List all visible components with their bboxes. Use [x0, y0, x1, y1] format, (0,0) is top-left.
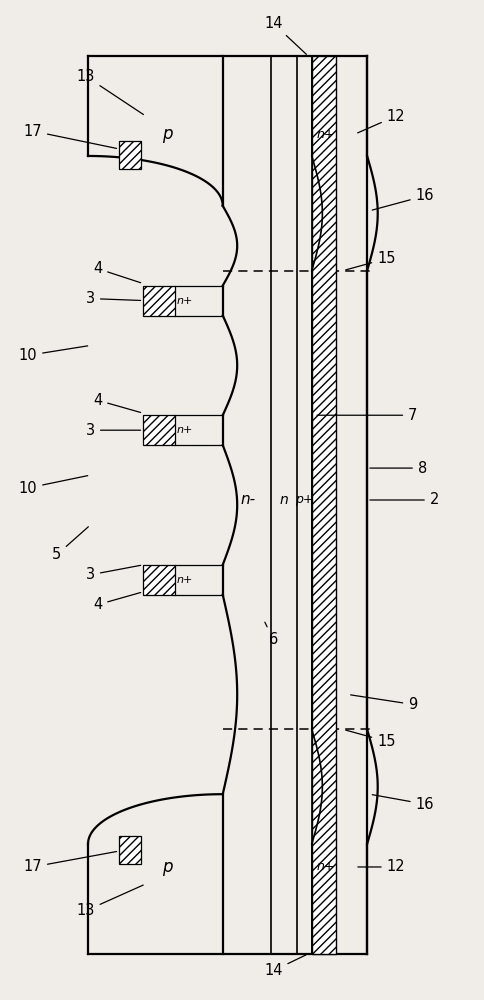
Text: n+: n+ — [177, 296, 194, 306]
Text: 16: 16 — [372, 188, 434, 210]
Text: n+: n+ — [177, 575, 194, 585]
Text: n+: n+ — [317, 860, 335, 873]
Text: p: p — [162, 858, 173, 876]
Text: 15: 15 — [346, 251, 395, 270]
Bar — [312, 56, 336, 954]
Bar — [143, 565, 175, 595]
Text: 8: 8 — [370, 461, 427, 476]
Text: 3: 3 — [86, 291, 140, 306]
Text: 7: 7 — [317, 408, 418, 423]
Text: 14: 14 — [264, 16, 306, 54]
Text: 6: 6 — [265, 622, 278, 647]
Text: 13: 13 — [76, 885, 143, 918]
Text: 12: 12 — [358, 859, 405, 874]
Text: 3: 3 — [86, 565, 141, 582]
Text: 12: 12 — [358, 109, 405, 133]
Bar — [119, 836, 141, 864]
Text: 16: 16 — [372, 795, 434, 812]
Text: p+: p+ — [295, 493, 314, 506]
Text: n-: n- — [241, 492, 256, 508]
Text: 4: 4 — [93, 261, 141, 283]
Text: 4: 4 — [93, 393, 141, 412]
Text: p: p — [162, 125, 173, 143]
Bar — [119, 141, 141, 169]
Text: n: n — [280, 493, 289, 507]
Bar — [143, 415, 175, 445]
Text: 17: 17 — [23, 124, 117, 148]
Text: 10: 10 — [18, 476, 88, 496]
Text: 10: 10 — [18, 346, 88, 363]
Text: 3: 3 — [86, 423, 140, 438]
Text: n+: n+ — [177, 425, 194, 435]
Text: 2: 2 — [370, 492, 439, 508]
Text: 14: 14 — [264, 955, 306, 978]
Bar — [143, 286, 175, 316]
Text: 17: 17 — [23, 852, 117, 874]
Text: n+: n+ — [317, 128, 335, 141]
Text: 9: 9 — [350, 695, 418, 712]
Text: 5: 5 — [52, 527, 89, 562]
Text: 4: 4 — [93, 593, 141, 612]
Text: 13: 13 — [76, 69, 143, 115]
Text: 15: 15 — [346, 730, 395, 749]
